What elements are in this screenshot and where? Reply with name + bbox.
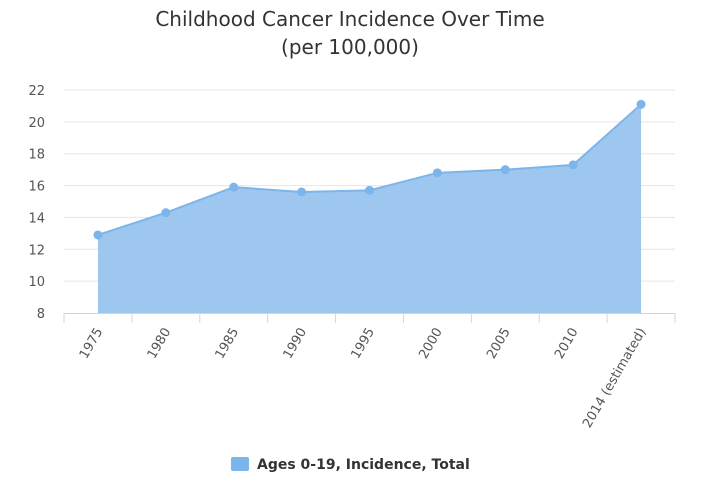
chart-title: Childhood Cancer Incidence Over Time	[155, 7, 544, 31]
data-point[interactable]	[500, 165, 510, 175]
y-tick-label: 10	[28, 275, 45, 290]
legend-swatch	[231, 457, 249, 471]
x-tick-label: 2005	[484, 326, 514, 362]
data-point[interactable]	[297, 187, 307, 197]
y-tick-label: 12	[28, 243, 45, 258]
data-point[interactable]	[636, 99, 646, 109]
data-point[interactable]	[161, 208, 171, 218]
y-tick-label: 14	[28, 211, 45, 226]
chart-subtitle: (per 100,000)	[281, 35, 419, 59]
x-tick-label: 1975	[77, 326, 107, 362]
x-tick-label: 2000	[416, 326, 446, 362]
y-tick-label: 8	[37, 307, 45, 322]
y-tick-label: 16	[28, 180, 45, 195]
data-point[interactable]	[229, 182, 239, 192]
data-point[interactable]	[432, 168, 442, 178]
legend-label: Ages 0-19, Incidence, Total	[257, 457, 470, 473]
x-tick-label: 1995	[348, 326, 378, 362]
data-point[interactable]	[568, 160, 578, 170]
y-tick-label: 20	[28, 116, 45, 131]
series-area	[97, 104, 642, 313]
data-markers	[93, 99, 646, 240]
y-tick-label: 18	[28, 148, 45, 163]
x-tick-label: 1990	[281, 326, 311, 362]
series-area-group	[97, 103, 642, 313]
data-point[interactable]	[365, 185, 374, 195]
y-tick-label: 22	[28, 84, 45, 99]
legend[interactable]: Ages 0-19, Incidence, Total	[231, 457, 470, 473]
x-tick-label: 1980	[145, 326, 175, 362]
x-tick-label: 1985	[213, 326, 243, 362]
gridlines: 8 10 12 14 16 18 20 22	[28, 84, 675, 322]
x-tick-label: 2010	[552, 326, 582, 362]
data-point[interactable]	[93, 230, 103, 240]
x-tick-label: 2014 (estimated)	[580, 326, 649, 431]
